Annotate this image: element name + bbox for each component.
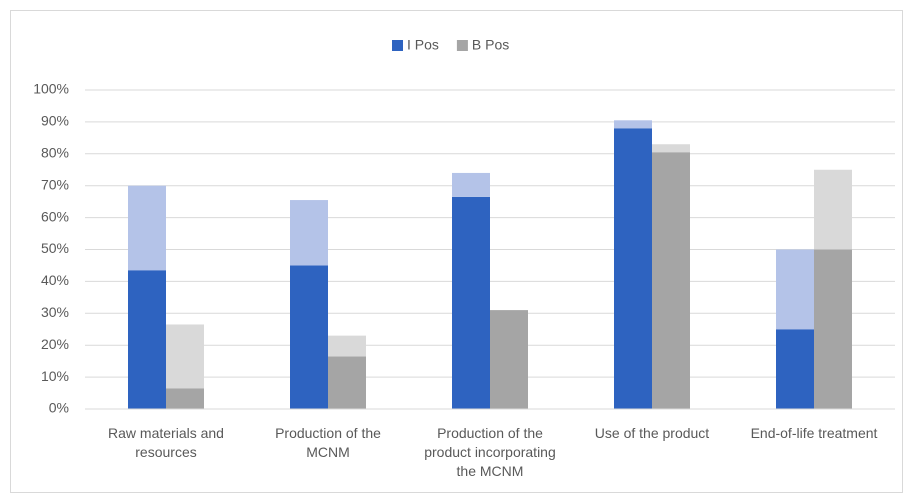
bar-extra [614,120,652,129]
bar [652,152,690,409]
legend-label: B Pos [472,37,509,53]
bar [328,356,366,409]
bar-extra [290,200,328,266]
x-tick-label: Raw materials and resources [108,425,224,460]
bar [614,128,652,409]
bar [814,249,852,409]
bar-extra [166,324,204,389]
legend-swatch [456,40,468,51]
bar-extra [328,335,366,357]
y-tick-label: 0% [49,400,69,416]
y-tick-label: 50% [41,240,69,256]
y-tick-label: 100% [33,81,69,97]
bar-extra [776,249,814,330]
bar-extra [452,172,490,197]
bar [452,196,490,409]
y-tick-label: 40% [41,272,69,288]
bar [128,270,166,409]
x-tick-label: Use of the product [594,425,710,441]
y-tick-label: 10% [41,368,69,384]
bar [290,265,328,409]
bar [490,310,528,409]
x-tick-label: Production of the MCNM [275,425,381,460]
x-tick-label: Production of the product incorporating … [424,425,556,479]
x-tick-label: End-of-life treatment [750,425,878,441]
y-tick-label: 90% [41,113,69,129]
y-tick-label: 30% [41,304,69,320]
bar-extra [128,185,166,271]
bar [166,388,204,409]
chart-border [10,10,903,493]
y-tick-label: 70% [41,176,69,192]
y-tick-label: 80% [41,145,69,161]
bar-extra [814,169,852,250]
bar [776,329,814,409]
legend-swatch [392,40,403,51]
y-tick-label: 60% [41,208,69,224]
y-tick-label: 20% [41,336,69,352]
bar-extra [652,144,690,153]
legend-label: I Pos [407,37,439,53]
